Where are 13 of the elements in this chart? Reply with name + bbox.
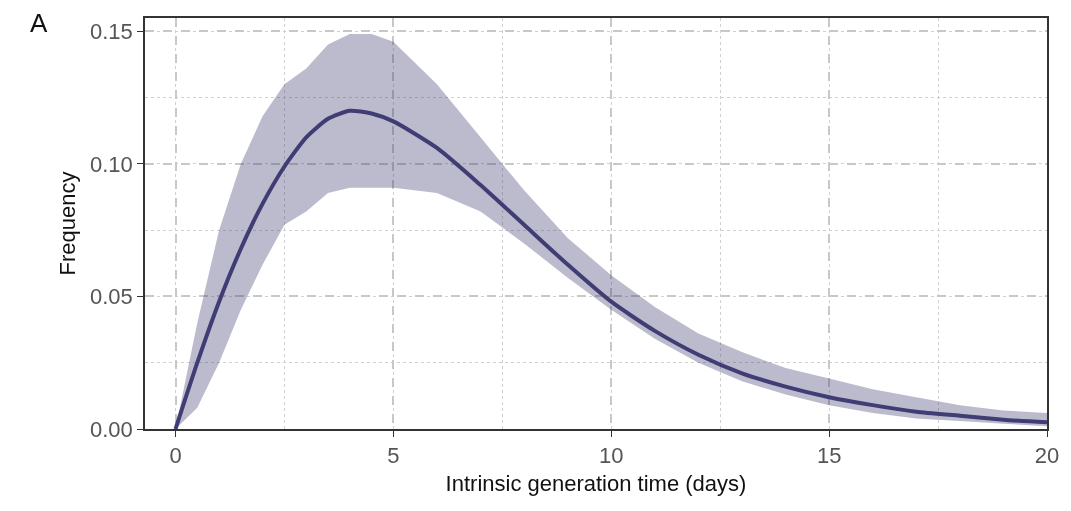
y-tick-label: 0.05 — [90, 284, 133, 310]
y-axis-title: Frequency — [55, 171, 81, 276]
y-tick-label: 0.10 — [90, 151, 133, 177]
x-tick-label: 20 — [1034, 443, 1060, 469]
line-series — [173, 108, 1047, 429]
x-tick-label: 10 — [599, 443, 624, 469]
x-tick-label: 15 — [816, 443, 842, 469]
y-tick-label: 0.00 — [90, 416, 133, 442]
x-axis-title: Intrinsic generation time (days) — [445, 470, 747, 496]
x-tick-label: 5 — [387, 443, 400, 469]
y-tick-label: 0.15 — [90, 18, 133, 44]
x-tick-label: 0 — [169, 443, 182, 469]
text: A — [30, 8, 48, 38]
